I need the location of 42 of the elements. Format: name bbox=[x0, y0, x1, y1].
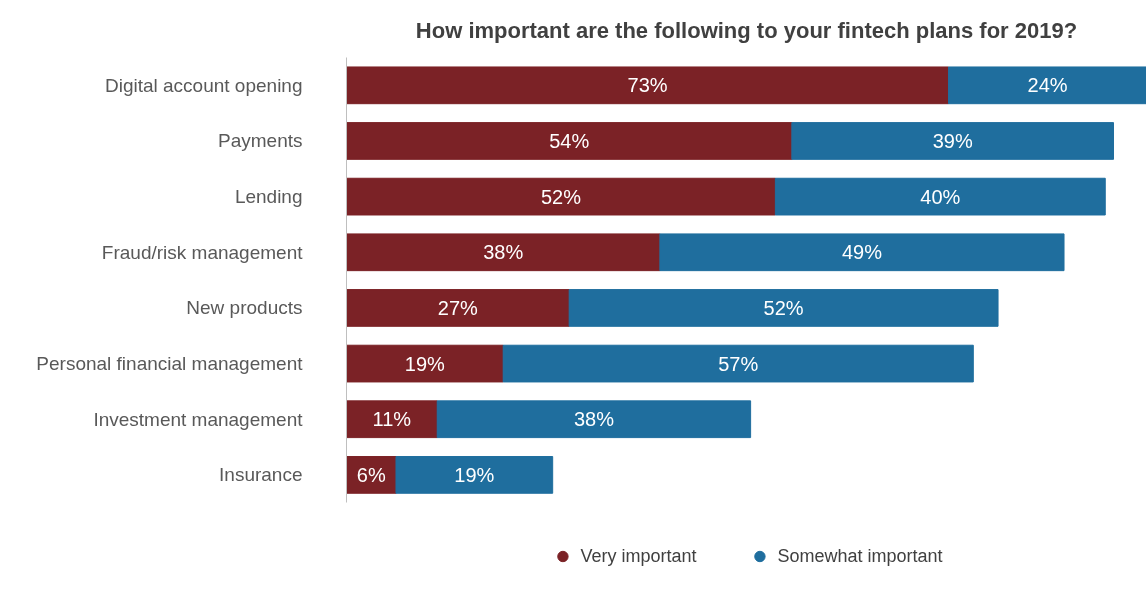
data-label: 19% bbox=[404, 352, 446, 375]
bar bbox=[395, 456, 554, 494]
bar bbox=[346, 289, 570, 327]
data-label: 52% bbox=[540, 185, 582, 208]
legend-label: Somewhat important bbox=[777, 545, 943, 567]
data-label: 52% bbox=[763, 296, 804, 319]
bar bbox=[346, 66, 950, 105]
y-tick-label: Digital account opening bbox=[104, 74, 303, 96]
bar bbox=[346, 177, 776, 216]
y-tick-label: Fraud/risk management bbox=[101, 241, 304, 263]
data-label: 38% bbox=[483, 241, 524, 264]
data-label: 24% bbox=[1027, 74, 1068, 97]
bar bbox=[346, 344, 504, 383]
bar bbox=[948, 66, 1146, 105]
data-label: 54% bbox=[549, 129, 590, 152]
legend-label: Very important bbox=[580, 545, 697, 567]
chart-title: How important are the following to your fintech plans for 2019? bbox=[415, 17, 1078, 43]
bar bbox=[502, 344, 974, 383]
bar bbox=[436, 400, 752, 439]
y-tick-label: Investment management bbox=[93, 408, 304, 430]
data-label: 39% bbox=[932, 129, 973, 152]
data-label: 27% bbox=[437, 296, 479, 319]
y-tick-label: Personal financial management bbox=[36, 353, 304, 375]
data-label: 40% bbox=[920, 185, 961, 208]
data-label: 6% bbox=[356, 463, 386, 486]
data-label: 38% bbox=[573, 408, 615, 431]
data-label: 19% bbox=[454, 463, 495, 486]
data-label: 57% bbox=[718, 352, 759, 375]
bar bbox=[568, 289, 999, 327]
y-tick-label: New products bbox=[186, 297, 303, 319]
data-label: 73% bbox=[627, 74, 668, 97]
y-tick-label: Insurance bbox=[219, 464, 303, 486]
data-label: 49% bbox=[841, 241, 883, 264]
bar bbox=[346, 233, 661, 272]
bar bbox=[346, 400, 438, 439]
y-tick-label: Lending bbox=[234, 186, 303, 208]
bar bbox=[791, 122, 1115, 160]
bar bbox=[659, 233, 1065, 272]
bar bbox=[774, 177, 1106, 216]
data-label: 11% bbox=[372, 408, 412, 431]
bar bbox=[346, 122, 793, 160]
y-tick-label: Payments bbox=[218, 130, 303, 152]
